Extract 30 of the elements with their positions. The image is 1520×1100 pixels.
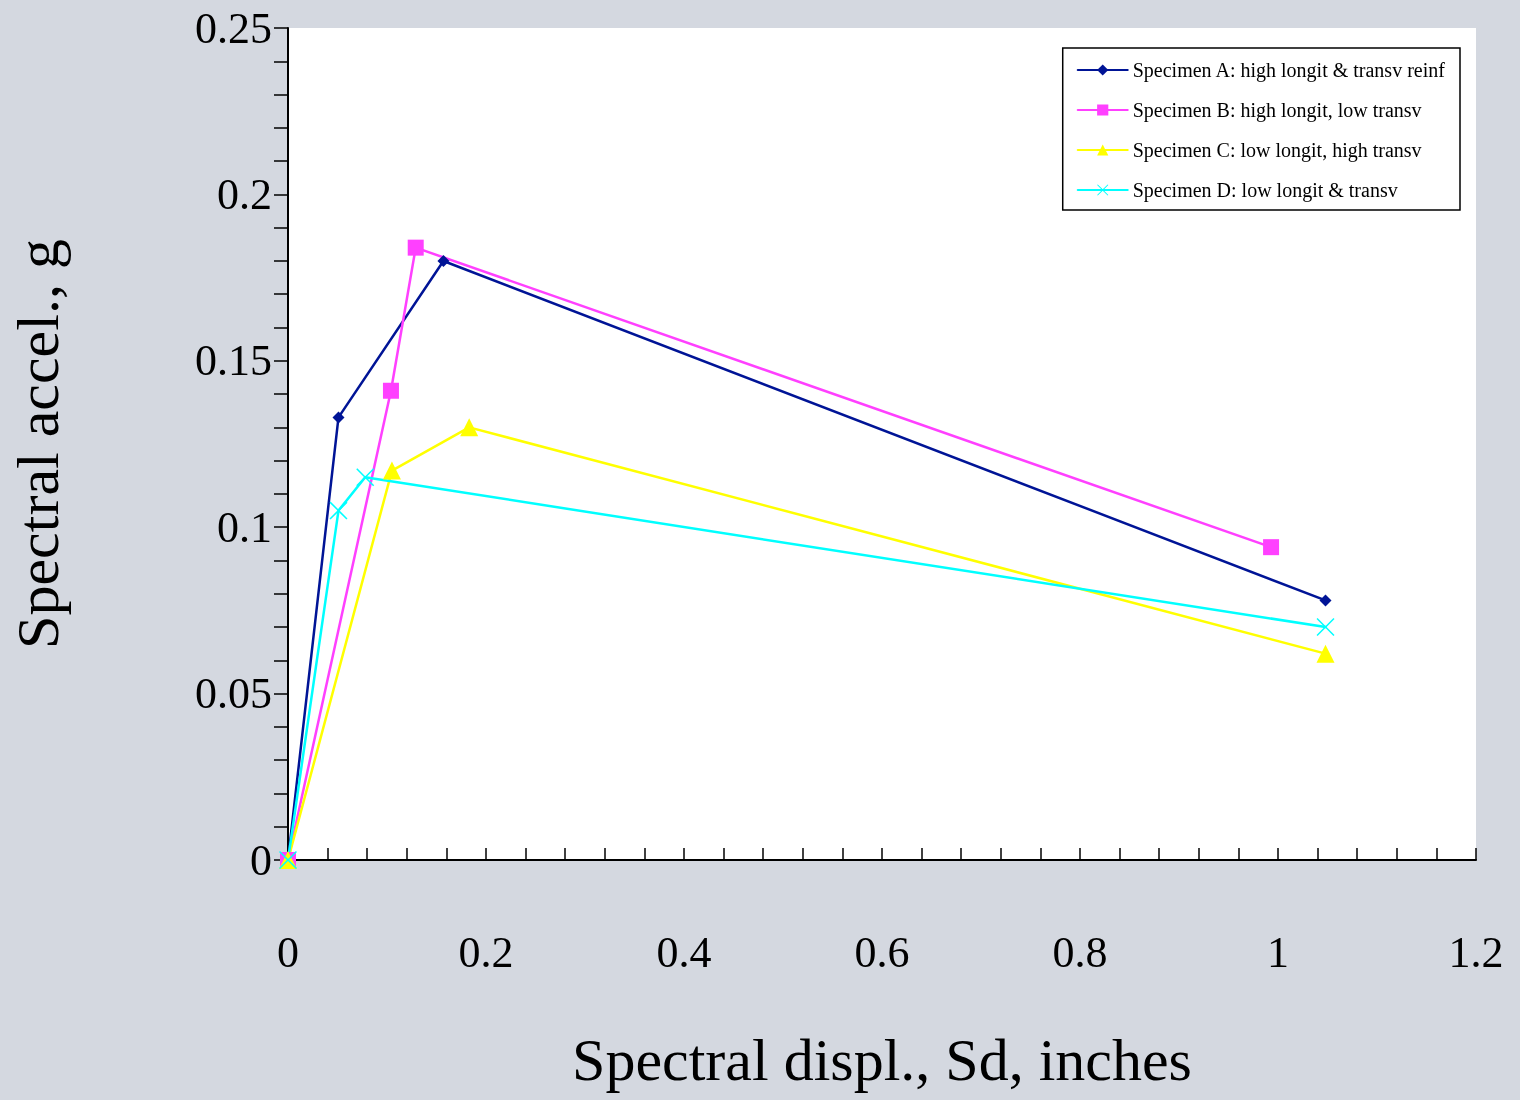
x-tick-label: 0.6 xyxy=(854,927,910,977)
x-tick-label: 0.8 xyxy=(1052,927,1108,977)
point xyxy=(437,254,450,267)
y-axis-title: Spectral accel., g xyxy=(5,239,71,649)
point xyxy=(382,461,401,480)
point xyxy=(1263,539,1280,556)
x-tick-label: 1 xyxy=(1267,927,1289,977)
point xyxy=(356,468,375,487)
y-tick-label: 0.25 xyxy=(195,3,272,53)
y-tick-label: 0.1 xyxy=(217,502,272,552)
point xyxy=(382,382,399,399)
y-tick-label: 0 xyxy=(250,835,272,885)
y-tick-label: 0.05 xyxy=(195,669,272,719)
point xyxy=(460,418,479,437)
legend-label: Specimen A: high longit & transv reinf xyxy=(1132,59,1446,82)
x-tick-label: 0.4 xyxy=(656,927,712,977)
legend-label: Specimen C: low longit, high transv xyxy=(1132,139,1422,162)
point xyxy=(1319,594,1332,607)
y-tick-label: 0.15 xyxy=(195,336,272,386)
point xyxy=(1316,644,1335,663)
x-tick-label: 0.2 xyxy=(458,927,514,977)
point xyxy=(329,501,348,520)
point xyxy=(407,239,424,256)
legend-label: Specimen B: high longit, low transv xyxy=(1132,99,1422,122)
legend-label: Specimen D: low longit & transv xyxy=(1132,179,1398,202)
y-tick-label: 0.2 xyxy=(217,169,272,219)
x-axis-title: Spectral displ., Sd, inches xyxy=(572,1027,1192,1093)
point xyxy=(1316,618,1335,637)
x-tick-label: 1.2 xyxy=(1448,927,1504,977)
point xyxy=(332,411,345,424)
